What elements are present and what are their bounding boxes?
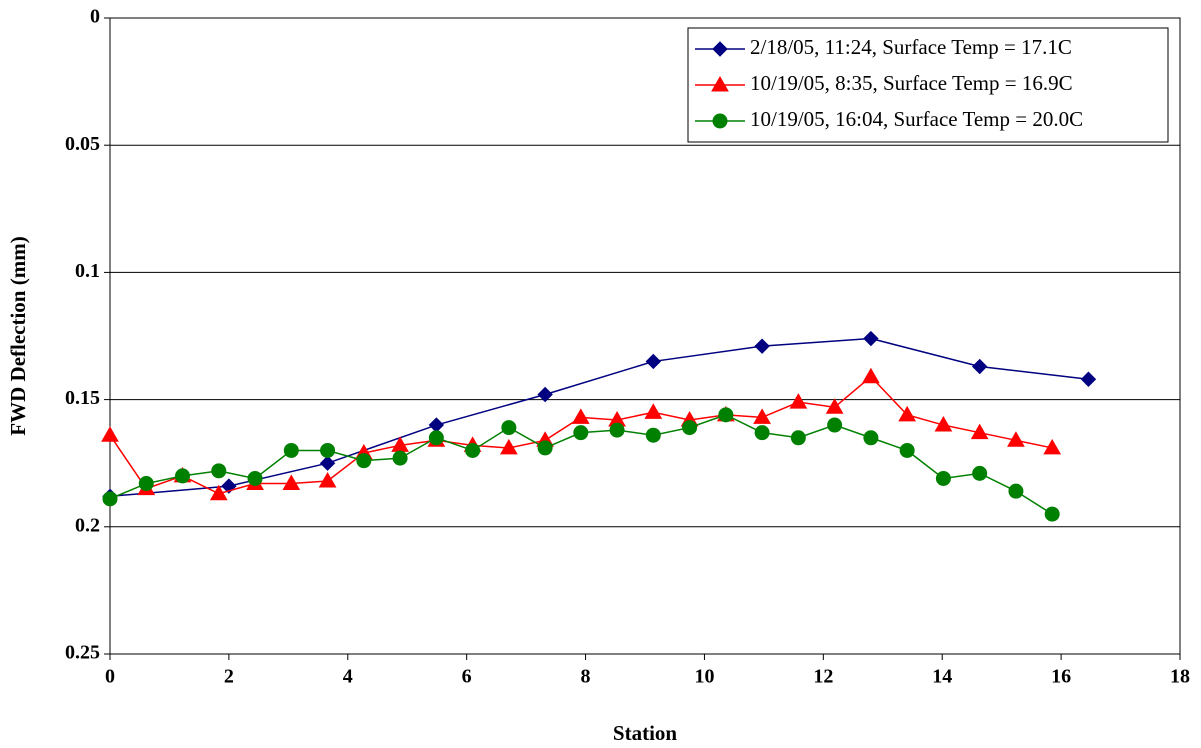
marker <box>282 474 301 491</box>
legend-marker <box>712 41 728 57</box>
x-tick-label: 4 <box>343 666 353 688</box>
marker <box>754 425 770 441</box>
marker <box>1043 438 1062 455</box>
marker <box>972 465 988 481</box>
legend-box <box>687 27 1169 143</box>
marker <box>790 430 806 446</box>
marker <box>320 442 336 458</box>
y-tick-label: 0.2 <box>75 514 100 536</box>
legend-marker <box>711 75 729 92</box>
marker <box>319 455 336 471</box>
marker <box>863 330 879 347</box>
marker <box>138 476 154 492</box>
marker <box>573 425 589 441</box>
y-tick-label: 0.1 <box>75 260 100 282</box>
marker <box>935 470 951 486</box>
marker <box>1008 483 1024 499</box>
marker <box>500 438 518 455</box>
x-axis-title: Station <box>613 721 678 745</box>
legend-label: 10/19/05, 16:04, Surface Temp = 20.0C <box>750 107 1083 131</box>
series-line <box>109 337 1089 498</box>
marker <box>934 416 953 432</box>
y-axis-title: FWD Deflection (mm) <box>6 236 30 435</box>
marker <box>102 491 118 507</box>
marker <box>753 408 771 424</box>
marker <box>645 353 662 370</box>
marker <box>318 472 337 488</box>
marker <box>789 393 808 409</box>
y-tick-label: 0 <box>90 6 100 28</box>
marker <box>465 442 481 458</box>
x-tick-label: 6 <box>462 666 472 688</box>
marker <box>644 403 663 419</box>
marker <box>827 417 843 433</box>
x-tick-label: 18 <box>1170 666 1190 688</box>
y-tick-label: 0.15 <box>65 387 100 409</box>
marker <box>1080 371 1097 387</box>
legend-label: 10/19/05, 8:35, Surface Temp = 16.9C <box>750 71 1073 95</box>
marker <box>863 430 879 446</box>
legend-label: 2/18/05, 11:24, Surface Temp = 17.1C <box>750 35 1072 59</box>
marker <box>247 470 263 486</box>
marker <box>645 427 661 443</box>
x-tick-label: 16 <box>1051 666 1071 688</box>
marker <box>428 430 444 446</box>
marker <box>970 423 989 440</box>
y-tick-label: 0.25 <box>65 642 100 664</box>
x-tick-label: 12 <box>813 666 833 688</box>
marker <box>898 405 917 422</box>
marker <box>283 442 299 458</box>
x-tick-label: 2 <box>224 666 234 688</box>
marker <box>1044 506 1060 522</box>
marker <box>1007 431 1025 447</box>
marker <box>862 367 880 384</box>
marker <box>209 484 228 501</box>
marker <box>971 358 988 375</box>
marker <box>501 420 517 436</box>
x-tick-label: 0 <box>105 666 115 688</box>
marker <box>609 422 625 438</box>
y-tick-label: 0.05 <box>65 133 100 155</box>
marker <box>392 450 408 466</box>
marker <box>754 338 770 354</box>
marker <box>101 426 119 442</box>
marker <box>571 408 590 424</box>
x-tick-label: 10 <box>694 666 714 688</box>
marker <box>537 440 553 456</box>
marker <box>682 420 698 436</box>
marker <box>537 386 553 403</box>
marker <box>825 398 844 414</box>
legend-marker <box>712 113 728 129</box>
x-tick-label: 14 <box>932 666 952 688</box>
marker <box>899 442 915 458</box>
x-tick-label: 8 <box>581 666 591 688</box>
marker <box>718 407 734 423</box>
marker <box>175 468 191 484</box>
marker <box>211 463 227 479</box>
marker <box>356 453 372 469</box>
